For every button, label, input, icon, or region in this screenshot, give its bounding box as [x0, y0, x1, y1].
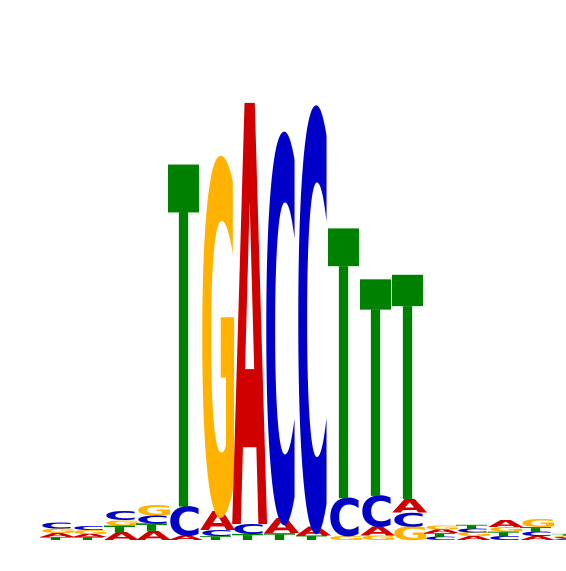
logo-letter-C: C: [72, 525, 105, 531]
logo-letter-T: [328, 228, 359, 498]
logo-column-7: CA: [232, 0, 268, 566]
logo-column-5: AC: [168, 165, 203, 546]
logo-column-9: AC: [296, 0, 331, 566]
logo-column-8: AC: [264, 36, 300, 566]
logo-letter-C: C: [264, 36, 297, 566]
logo-letter-A: A: [232, 0, 268, 566]
logo-letter-C: C: [296, 0, 329, 566]
logo-letter-C: C: [40, 521, 73, 531]
logo-letter-T: [360, 279, 391, 496]
logo-letter-C: C: [104, 509, 137, 524]
logo-stacks: AGCAGCAGCACGACCAGCAACACGCGACGCACAGAGCCGA…: [40, 0, 566, 566]
logo-letter-G: G: [520, 517, 557, 529]
logo-letter-T: [392, 275, 423, 499]
logo-letter-A: A: [392, 496, 427, 518]
logo-letter-T: [168, 165, 199, 507]
logo-column-12: GCA: [392, 275, 429, 545]
logo-column-17: ACG: [552, 534, 566, 541]
logo-letter-A: A: [488, 518, 524, 529]
